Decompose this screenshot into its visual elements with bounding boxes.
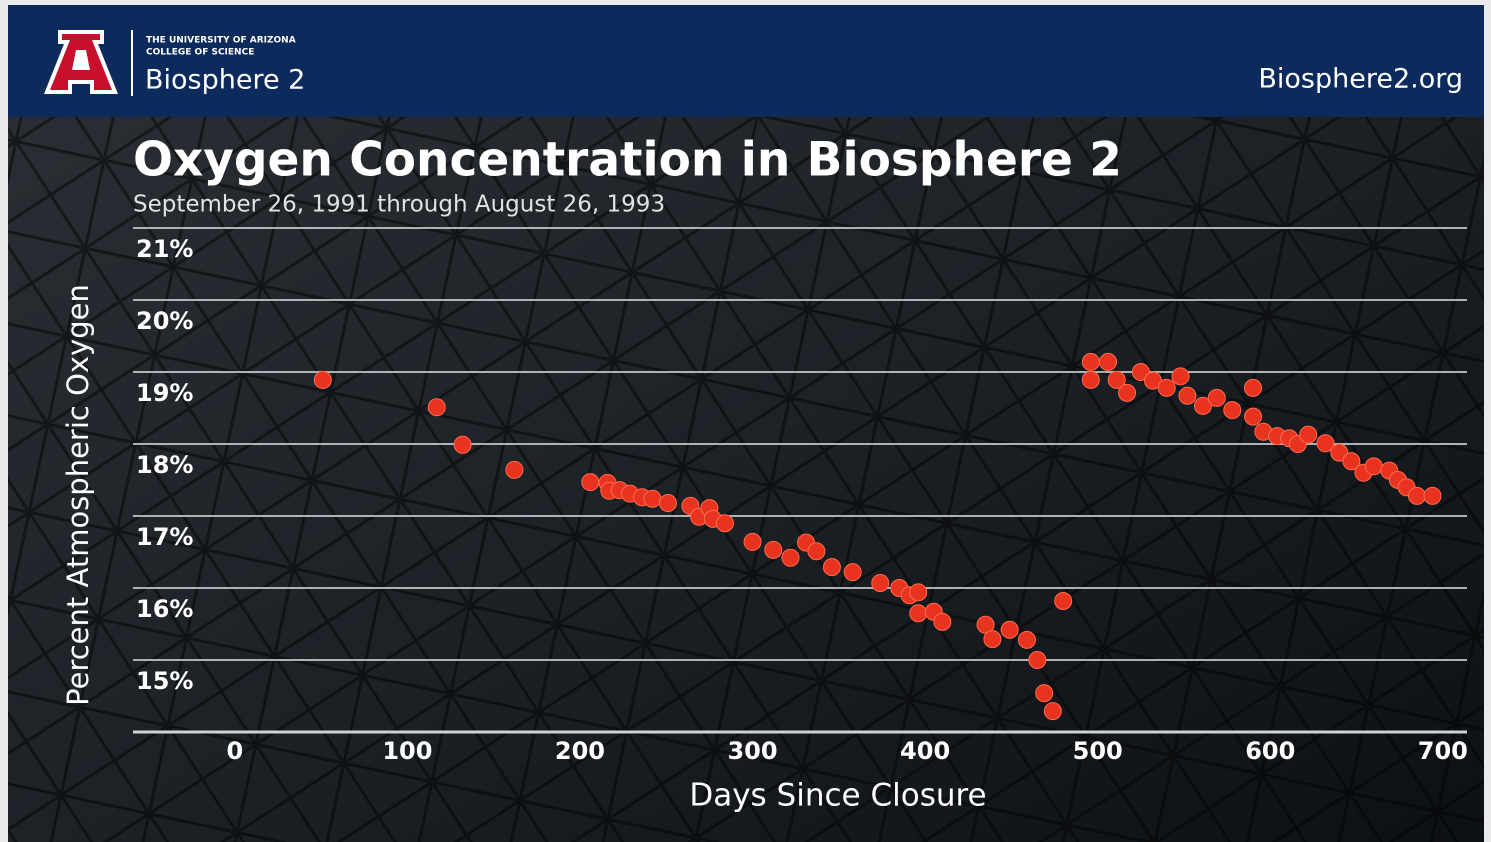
data-point (1082, 371, 1099, 388)
chart-title: Oxygen Concentration in Biosphere 2 (133, 133, 1122, 188)
data-point (808, 543, 825, 560)
data-point (1245, 408, 1262, 425)
x-tick-label: 400 (900, 737, 950, 765)
data-point (1001, 621, 1018, 638)
data-point (1082, 353, 1099, 370)
x-tick-label: 200 (555, 737, 605, 765)
data-point (910, 605, 927, 622)
data-point (582, 474, 599, 491)
y-tick-label: 19% (136, 379, 193, 407)
data-point (1224, 402, 1241, 419)
data-point (1408, 487, 1425, 504)
data-point (506, 461, 523, 478)
y-tick-label: 17% (136, 523, 193, 551)
x-tick-label: 300 (727, 737, 777, 765)
x-axis-title: Days Since Closure (689, 778, 986, 814)
data-point (454, 436, 471, 453)
data-point (782, 549, 799, 566)
brand-name: Biosphere 2 (145, 65, 305, 96)
data-point (1044, 703, 1061, 720)
data-point (644, 490, 661, 507)
y-tick-label: 18% (136, 451, 193, 479)
data-point (1055, 592, 1072, 609)
page: THE UNIVERSITY OF ARIZONA COLLEGE OF SCI… (0, 0, 1491, 842)
data-point (659, 495, 676, 512)
y-axis-title: Percent Atmospheric Oxygen (61, 284, 95, 706)
header-bar (8, 5, 1484, 117)
data-point (984, 631, 1001, 648)
y-tick-label: 21% (136, 235, 193, 263)
data-point (1208, 389, 1225, 406)
university-name: THE UNIVERSITY OF ARIZONA (146, 36, 296, 46)
website[interactable]: Biosphere2.org (1258, 64, 1463, 95)
data-point (1172, 368, 1189, 385)
chart-subtitle: September 26, 1991 through August 26, 19… (133, 192, 665, 218)
data-point (1300, 426, 1317, 443)
x-tick-label: 600 (1245, 737, 1295, 765)
data-point (765, 541, 782, 558)
data-point (1018, 631, 1035, 648)
data-point (1179, 387, 1196, 404)
x-tick-label: 500 (1073, 737, 1123, 765)
y-tick-label: 16% (136, 595, 193, 623)
y-tick-label: 20% (136, 307, 193, 335)
x-tick-label: 700 (1418, 737, 1468, 765)
chart: THE UNIVERSITY OF ARIZONA COLLEGE OF SCI… (0, 0, 1491, 842)
data-point (716, 515, 733, 532)
data-point (823, 559, 840, 576)
data-point (844, 564, 861, 581)
data-point (1029, 652, 1046, 669)
data-point (910, 584, 927, 601)
x-tick-label: 100 (382, 737, 432, 765)
x-tick-label: 0 (226, 737, 243, 765)
data-point (1245, 379, 1262, 396)
data-point (428, 399, 445, 416)
data-point (934, 613, 951, 630)
college-name: COLLEGE OF SCIENCE (146, 48, 254, 58)
data-point (1365, 458, 1382, 475)
data-point (1100, 353, 1117, 370)
data-point (872, 574, 889, 591)
y-tick-label: 15% (136, 667, 193, 695)
data-point (1036, 685, 1053, 702)
data-point (1158, 379, 1175, 396)
data-point (744, 533, 761, 550)
data-point (314, 371, 331, 388)
data-point (1119, 384, 1136, 401)
data-point (1424, 487, 1441, 504)
